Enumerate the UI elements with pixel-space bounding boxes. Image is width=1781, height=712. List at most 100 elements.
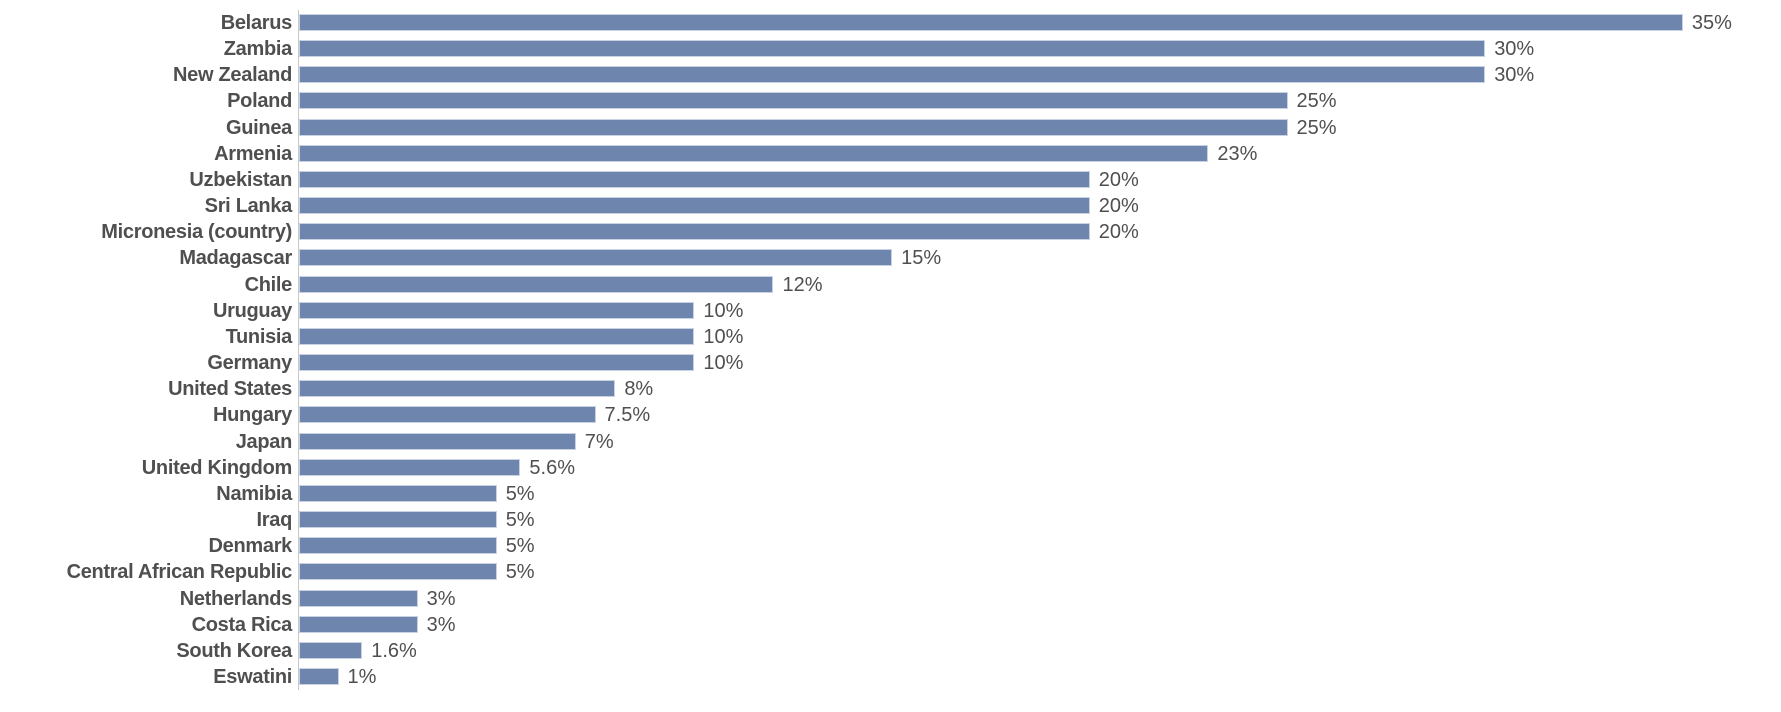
bar-row: Netherlands 3% bbox=[0, 587, 1781, 610]
bar-row: Madagascar 15% bbox=[0, 247, 1781, 270]
category-label: South Korea bbox=[176, 639, 292, 662]
category-label: Uruguay bbox=[212, 299, 292, 322]
category-label: United Kingdom bbox=[141, 456, 293, 479]
value-label: 15% bbox=[901, 247, 942, 270]
bar-row: Central African Republic 5% bbox=[0, 561, 1781, 584]
bar-row: Uruguay 10% bbox=[0, 299, 1781, 322]
bar-row: Uzbekistan 20% bbox=[0, 168, 1781, 191]
category-label: Armenia bbox=[214, 142, 292, 165]
value-label: 30% bbox=[1494, 38, 1535, 61]
value-label: 23% bbox=[1217, 142, 1258, 165]
bar bbox=[299, 641, 363, 659]
value-label: 10% bbox=[703, 325, 744, 348]
category-label: Chile bbox=[244, 273, 293, 296]
bar bbox=[299, 537, 497, 555]
value-label: 5% bbox=[505, 561, 535, 584]
bar-row: New Zealand 30% bbox=[0, 64, 1781, 87]
bar-row: Belarus 35% bbox=[0, 12, 1781, 34]
bar bbox=[299, 92, 1288, 110]
category-label: Central African Republic bbox=[66, 561, 293, 584]
category-label: Netherlands bbox=[179, 587, 293, 610]
bar-row: Eswatini 1% bbox=[0, 666, 1781, 688]
bar bbox=[299, 118, 1288, 136]
bar bbox=[299, 327, 695, 345]
category-label: Micronesia (country) bbox=[101, 221, 292, 244]
bar-row: Chile 12% bbox=[0, 273, 1781, 296]
bar bbox=[299, 406, 596, 424]
value-label: 5% bbox=[505, 509, 535, 532]
bar bbox=[299, 14, 1683, 31]
category-label: United States bbox=[168, 378, 292, 401]
category-label: Sri Lanka bbox=[204, 195, 293, 218]
bar bbox=[299, 354, 695, 372]
value-label: 5% bbox=[505, 535, 535, 558]
category-label: Zambia bbox=[223, 38, 293, 61]
category-label: Poland bbox=[227, 90, 292, 113]
category-label: Eswatini bbox=[213, 666, 292, 688]
value-label: 10% bbox=[703, 352, 744, 375]
value-label: 30% bbox=[1494, 64, 1535, 87]
bar-row: Micronesia (country) 20% bbox=[0, 221, 1781, 244]
value-label: 5.6% bbox=[529, 456, 576, 479]
category-label: New Zealand bbox=[173, 64, 292, 87]
bar bbox=[299, 144, 1209, 162]
bar-row: South Korea 1.6% bbox=[0, 639, 1781, 662]
bar bbox=[299, 432, 576, 450]
y-axis-line bbox=[298, 10, 299, 690]
value-label: 10% bbox=[703, 299, 744, 322]
category-label: Iraq bbox=[256, 509, 293, 532]
bar bbox=[299, 40, 1486, 58]
bar-row: United States 8% bbox=[0, 378, 1781, 401]
bar-row: Poland 25% bbox=[0, 90, 1781, 113]
bar-row: Guinea 25% bbox=[0, 116, 1781, 139]
bar bbox=[299, 511, 497, 529]
bar-row: Hungary 7.5% bbox=[0, 404, 1781, 427]
value-label: 20% bbox=[1098, 221, 1139, 244]
bar-row: Zambia 30% bbox=[0, 38, 1781, 61]
value-label: 1.6% bbox=[371, 639, 417, 662]
bar bbox=[299, 563, 497, 581]
bar bbox=[299, 223, 1090, 241]
bar-row: United Kingdom 5.6% bbox=[0, 456, 1781, 479]
value-label: 3% bbox=[426, 587, 456, 610]
bar-row: Sri Lanka 20% bbox=[0, 195, 1781, 218]
bar bbox=[299, 249, 893, 267]
category-label: Hungary bbox=[212, 404, 292, 427]
category-label: Belarus bbox=[220, 12, 293, 34]
value-label: 25% bbox=[1296, 90, 1337, 113]
bar-row: Japan 7% bbox=[0, 430, 1781, 453]
category-label: Uzbekistan bbox=[189, 168, 292, 191]
bar-row: Tunisia 10% bbox=[0, 325, 1781, 348]
bar bbox=[299, 275, 774, 293]
category-label: Japan bbox=[235, 430, 293, 453]
value-label: 3% bbox=[426, 613, 456, 636]
value-label: 5% bbox=[505, 482, 535, 505]
bar bbox=[299, 301, 695, 319]
category-label: Costa Rica bbox=[191, 613, 293, 636]
value-label: 7% bbox=[584, 430, 614, 453]
bar bbox=[299, 66, 1486, 84]
category-label: Tunisia bbox=[225, 325, 293, 348]
bar-row: Iraq 5% bbox=[0, 509, 1781, 532]
bar bbox=[299, 589, 418, 607]
bar-row: Germany 10% bbox=[0, 352, 1781, 375]
bar bbox=[299, 170, 1090, 188]
value-label: 20% bbox=[1098, 168, 1139, 191]
bar bbox=[299, 484, 497, 502]
category-label: Denmark bbox=[208, 535, 293, 558]
category-label: Guinea bbox=[226, 116, 292, 139]
category-label: Madagascar bbox=[179, 247, 292, 270]
value-label: 7.5% bbox=[604, 404, 651, 427]
bar-row: Namibia 5% bbox=[0, 482, 1781, 505]
bar-row: Costa Rica 3% bbox=[0, 613, 1781, 636]
bar-row: Armenia 23% bbox=[0, 142, 1781, 165]
bar bbox=[299, 197, 1090, 215]
value-label: 1% bbox=[347, 666, 377, 688]
value-label: 12% bbox=[782, 273, 823, 296]
bar bbox=[299, 458, 521, 476]
category-label: Germany bbox=[207, 352, 292, 375]
value-label: 25% bbox=[1296, 116, 1337, 139]
category-label: Namibia bbox=[216, 482, 292, 505]
value-label: 8% bbox=[624, 378, 654, 401]
bar bbox=[299, 380, 616, 398]
